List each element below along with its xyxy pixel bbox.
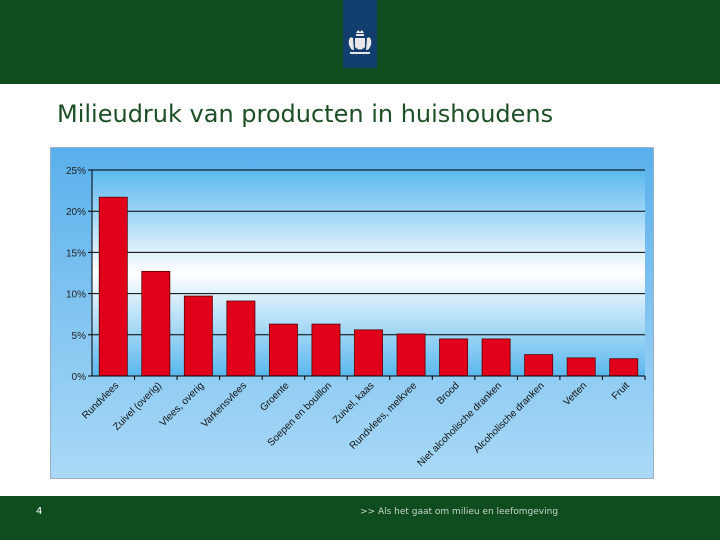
bar [354, 329, 383, 377]
slide-title: Milieudruk van producten in huishoudens [57, 100, 554, 128]
bar [481, 338, 511, 377]
bar [268, 323, 298, 377]
rijksoverheid-logo [343, 0, 377, 68]
y-tick-label: 0% [72, 372, 87, 383]
bar [141, 270, 171, 377]
y-tick-label: 20% [66, 207, 86, 218]
footer-bar [0, 496, 720, 540]
bar [183, 295, 213, 377]
y-tick-label: 5% [72, 331, 87, 342]
bar [439, 338, 469, 377]
bar [609, 358, 639, 377]
bar [98, 196, 128, 377]
chart-container: 0% 5% 10% 15% 20% 25% Rundvlees Zuivel (overig)… [50, 147, 654, 479]
bar [226, 300, 256, 377]
footer-tagline: >> Als het gaat om milieu en leefomgevin… [360, 507, 559, 517]
y-tick-label: 10% [66, 290, 86, 301]
y-tick-label: 25% [66, 166, 86, 177]
header-bar [0, 0, 720, 84]
page-number: 4 [36, 506, 43, 517]
y-tick-label: 15% [66, 248, 86, 259]
bar [566, 357, 596, 377]
bar [396, 333, 426, 377]
bar [311, 323, 341, 377]
coat-of-arms-icon [348, 30, 372, 54]
bar [524, 354, 554, 377]
